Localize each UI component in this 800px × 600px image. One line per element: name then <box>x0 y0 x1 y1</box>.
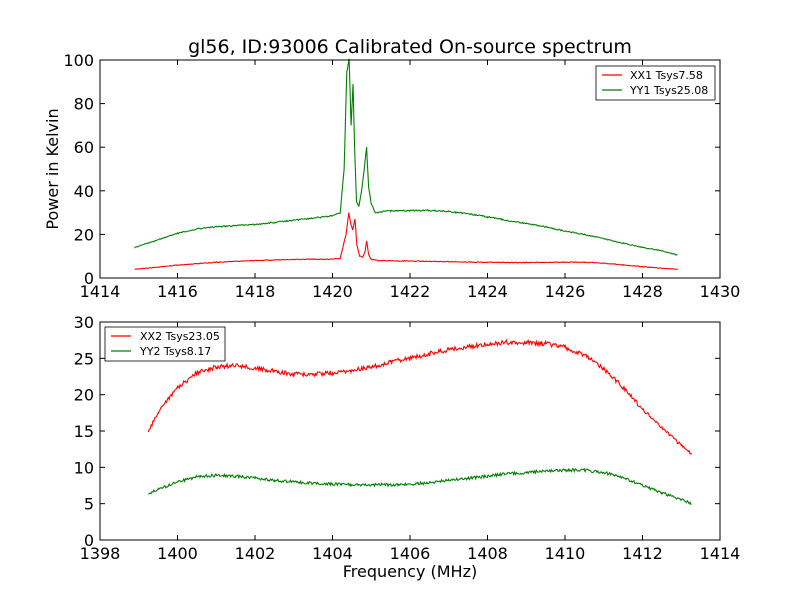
top-legend-box <box>595 65 716 101</box>
bottom-legend-label-yy2: YY2 Tsys8.17 <box>139 345 211 358</box>
bottom-x-tick-label: 1404 <box>312 544 353 563</box>
top-legend-label-xx1: XX1 Tsys7.58 <box>630 69 703 82</box>
bottom-y-tick-label: 25 <box>74 349 94 368</box>
top-plot-title: gl56, ID:93006 Calibrated On-source spec… <box>188 36 632 58</box>
bottom-y-tick-label: 15 <box>74 422 94 441</box>
top-series-line-yy1 <box>134 58 678 256</box>
bottom-x-tick-label: 1408 <box>467 544 508 563</box>
top-y-tick-label: 20 <box>74 225 94 244</box>
bottom-series-layer <box>147 338 692 505</box>
bottom-series-line-yy2 <box>147 467 692 505</box>
top-x-tick-label: 1424 <box>467 282 508 301</box>
top-x-tick-label: 1418 <box>235 282 276 301</box>
top-y-tick-label: 40 <box>74 182 94 201</box>
top-x-tick-label: 1426 <box>545 282 586 301</box>
bottom-y-tick-label: 10 <box>74 458 94 477</box>
bottom-x-tick-label: 1410 <box>545 544 586 563</box>
bottom-y-tick-label: 20 <box>74 386 94 405</box>
top-x-tick-label: 1420 <box>312 282 353 301</box>
bottom-plot: 1398 1400 1402 1404 1406 1408 1410 1412 1414 0 5 10… <box>74 313 741 581</box>
bottom-x-tick-label: 1406 <box>390 544 431 563</box>
top-y-tick-label: 100 <box>63 51 94 70</box>
bottom-ticks: 1398 1400 1402 1404 1406 1408 1410 1412 1414 0 5 10… <box>74 313 741 563</box>
bottom-x-tick-label: 1412 <box>622 544 663 563</box>
top-y-tick-label: 60 <box>74 138 94 157</box>
bottom-x-tick-label: 1414 <box>700 544 741 563</box>
top-series-layer <box>134 58 678 271</box>
bottom-y-tick-label: 5 <box>84 495 94 514</box>
top-plot: gl56, ID:93006 Calibrated On-source spec… <box>43 36 740 301</box>
top-y-tick-label: 80 <box>74 95 94 114</box>
top-y-tick-label: 0 <box>84 269 94 288</box>
top-legend-label-yy1: YY1 Tsys25.08 <box>629 84 708 97</box>
top-x-tick-label: 1428 <box>622 282 663 301</box>
bottom-x-tick-label: 1402 <box>235 544 276 563</box>
bottom-x-tick-label: 1398 <box>80 544 121 563</box>
bottom-y-tick-label: 30 <box>74 313 94 332</box>
bottom-y-tick-label: 0 <box>84 531 94 550</box>
top-x-tick-label: 1414 <box>80 282 121 301</box>
top-ticks: 1414 1416 1418 1420 1422 1424 1426 1428 1430 0 20 4… <box>63 51 740 301</box>
bottom-legend: XX2 Tsys23.05 YY2 Tsys8.17 <box>104 326 226 362</box>
bottom-legend-box <box>104 326 226 362</box>
top-x-tick-label: 1422 <box>390 282 431 301</box>
bottom-legend-label-xx2: XX2 Tsys23.05 <box>140 330 220 343</box>
bottom-x-tick-label: 1400 <box>157 544 198 563</box>
top-y-axis-label: Power in Kelvin <box>43 108 62 229</box>
top-x-tick-label: 1416 <box>157 282 198 301</box>
top-legend: XX1 Tsys7.58 YY1 Tsys25.08 <box>595 65 716 101</box>
bottom-x-axis-label: Frequency (MHz) <box>343 562 477 581</box>
top-x-tick-label: 1430 <box>700 282 741 301</box>
bottom-series-line-xx2 <box>147 338 692 456</box>
top-series-line-xx1 <box>134 212 678 271</box>
